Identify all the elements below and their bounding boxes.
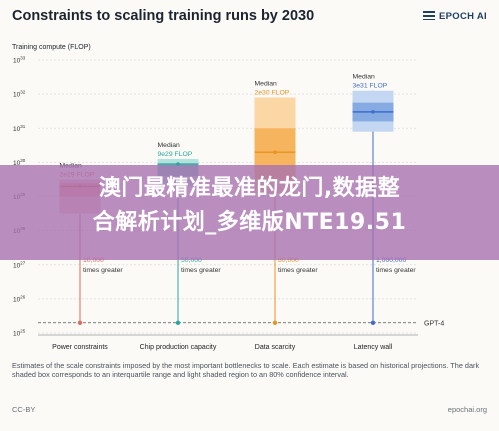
overlay-text: 澳门最精准最准的龙门,数据整 合解析计划_多维版NTE19.51 [0,172,499,240]
x-category-label: Latency wall [354,344,393,351]
chart-footnote: Estimates of the scale constraints impos… [12,361,480,380]
multiplier-value: 80,000 [278,257,299,264]
gpt4-label: GPT-4 [424,320,444,327]
median-value: 9e29 FLOP [158,151,193,158]
y-tick-label: 1032 [13,90,26,99]
median-value: 3e31 FLOP [353,83,388,90]
overlay-line-1: 澳门最精准最准的龙门,数据整 [98,176,401,201]
multiplier-unit: times greater [278,267,318,274]
y-tick-label: 1026 [13,294,26,303]
multiplier-unit: times greater [376,267,416,274]
multiplier-value: 10,000 [83,257,104,264]
median-label: Median [158,142,181,149]
epoch-logo-icon [423,11,436,20]
origin-dot [370,320,376,325]
multiplier-value: 1,000,000 [376,257,406,264]
median-dot [371,110,375,114]
median-label: Median [255,81,278,88]
brand-name: EPOCH AI [439,11,487,22]
median-dot [273,150,277,154]
origin-dot [272,320,278,325]
y-tick-label: 1033 [13,56,26,65]
y-axis-label: Training compute (FLOP) [12,44,91,51]
license-label: CC-BY [12,405,36,414]
x-category-label: Chip production capacity [140,344,217,351]
y-tick-label: 1030 [13,158,26,167]
origin-dot [175,320,181,325]
median-label: Median [353,74,376,81]
y-tick-label: 1027 [13,260,26,269]
overlay-line-2: 合解析计划_多维版NTE19.51 [92,210,407,235]
y-tick-label: 1025 [13,329,26,338]
y-tick-label: 1031 [13,124,26,133]
multiplier-value: 50,000 [181,257,202,264]
median-dot [176,162,180,166]
multiplier-unit: times greater [83,267,123,274]
x-category-label: Power constraints [52,344,108,351]
median-value: 2e30 FLOP [255,90,290,97]
source-link[interactable]: epochai.org [447,405,487,414]
overlay-banner [0,165,499,260]
chart-title: Constraints to scaling training runs by … [12,8,315,24]
x-category-label: Data scarcity [255,344,296,351]
origin-dot [77,320,83,325]
multiplier-unit: times greater [181,267,221,274]
brand-logo[interactable]: EPOCH AI [423,11,487,22]
